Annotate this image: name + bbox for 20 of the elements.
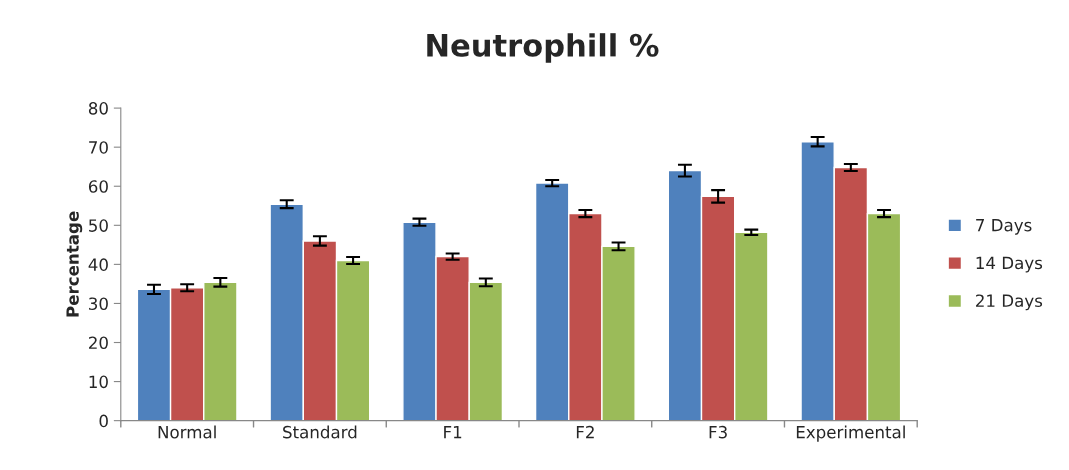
y-axis-title: Percentage — [66, 211, 83, 317]
y-tick-label: 20 — [89, 336, 108, 350]
x-tick-label: F3 — [709, 425, 727, 439]
x-tick-label: F1 — [444, 426, 462, 439]
y-tick-label: 10 — [89, 375, 108, 389]
x-tick-label: Normal — [158, 425, 216, 439]
y-tick-label: 80 — [88, 102, 108, 115]
y-tick-label: 40 — [88, 258, 108, 271]
y-tick-label: 70 — [89, 141, 108, 154]
y-tick-label: 0 — [99, 414, 108, 428]
legend-label: 7 Days — [976, 219, 1032, 235]
legend-label: 14 Days — [976, 256, 1043, 273]
x-tick-label: F2 — [576, 425, 594, 439]
chart-title: Neutrophill % — [427, 33, 659, 63]
x-tick-label: Standard — [283, 425, 357, 439]
y-tick-label: 50 — [89, 219, 108, 232]
y-tick-label: 60 — [88, 180, 108, 193]
x-tick-label: Experimental — [796, 425, 905, 442]
y-tick-label: 30 — [89, 297, 108, 311]
legend-label: 21 Days — [976, 294, 1043, 311]
